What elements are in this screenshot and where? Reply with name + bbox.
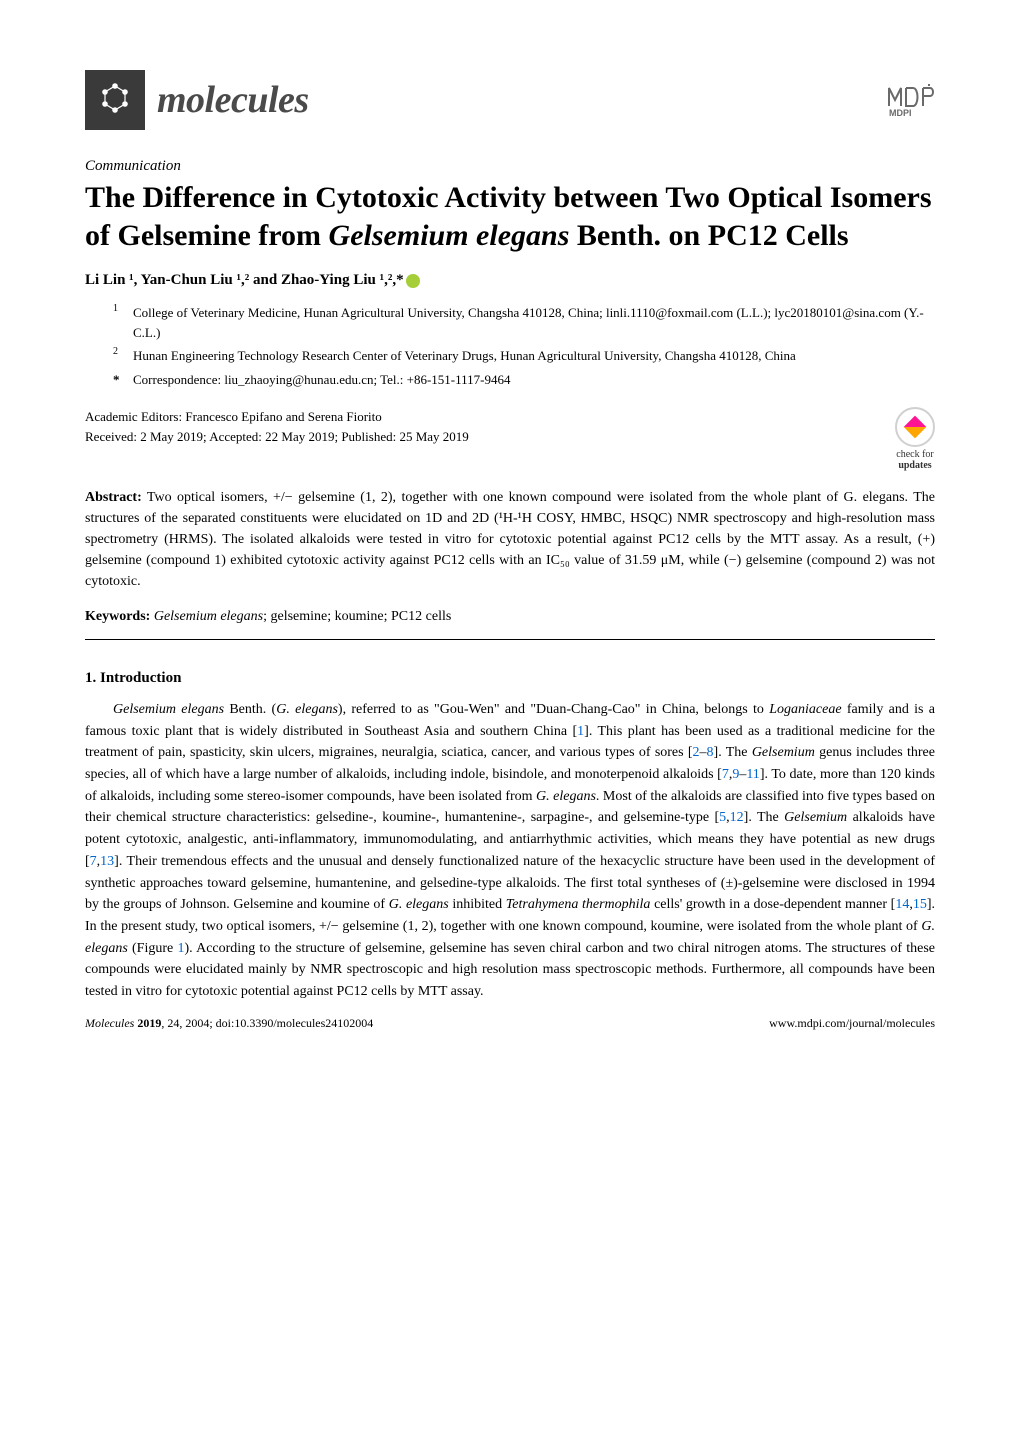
- article-type: Communication: [85, 158, 935, 175]
- citation-ref[interactable]: 15: [913, 897, 927, 912]
- section-1-heading: 1. Introduction: [85, 670, 935, 687]
- footer-left-bold: 2019: [137, 1016, 161, 1030]
- check-updates-l1: check for: [895, 449, 935, 460]
- keywords-label: Keywords:: [85, 609, 150, 624]
- footer-right[interactable]: www.mdpi.com/journal/molecules: [769, 1016, 935, 1031]
- citation-ref[interactable]: 2: [693, 745, 700, 760]
- footer-left: Molecules 2019, 24, 2004; doi:10.3390/mo…: [85, 1016, 373, 1031]
- citation-ref[interactable]: 12: [730, 810, 744, 825]
- aff-text-2: Hunan Engineering Technology Research Ce…: [133, 346, 796, 366]
- footer: Molecules 2019, 24, 2004; doi:10.3390/mo…: [85, 1016, 935, 1031]
- title-part2-italic: Gelsemium elegans: [329, 219, 570, 252]
- abstract: Abstract: Two optical isomers, +/− gelse…: [85, 487, 935, 592]
- authors-text: Li Lin ¹, Yan-Chun Liu ¹,² and Zhao-Ying…: [85, 272, 404, 288]
- authors: Li Lin ¹, Yan-Chun Liu ¹,² and Zhao-Ying…: [85, 272, 935, 289]
- correspondence-star: *: [113, 370, 133, 390]
- editors-dates-row: Academic Editors: Francesco Epifano and …: [85, 407, 935, 471]
- correspondence-text: Correspondence: liu_zhaoying@hunau.edu.c…: [133, 370, 511, 390]
- affiliation-2: 2 Hunan Engineering Technology Research …: [113, 346, 935, 366]
- affiliations: 1 College of Veterinary Medicine, Hunan …: [85, 303, 935, 389]
- citation-ref[interactable]: 14: [895, 897, 909, 912]
- journal-logo-icon: [85, 70, 145, 130]
- affiliation-1: 1 College of Veterinary Medicine, Hunan …: [113, 303, 935, 342]
- citation-ref[interactable]: 13: [100, 854, 114, 869]
- citation-ref[interactable]: 11: [746, 767, 759, 782]
- footer-left-italic: Molecules: [85, 1016, 137, 1030]
- publisher-logo: MDPI: [881, 78, 935, 123]
- footer-left-rest: , 24, 2004; doi:10.3390/molecules2410200…: [161, 1016, 373, 1030]
- check-updates-badge[interactable]: check for updates: [895, 407, 935, 471]
- check-updates-l2: updates: [895, 460, 935, 471]
- svg-text:MDPI: MDPI: [889, 108, 912, 118]
- citation-ref[interactable]: 7: [722, 767, 729, 782]
- keywords-italic: Gelsemium elegans: [150, 609, 263, 624]
- header-row: molecules MDPI: [85, 70, 935, 130]
- article-title: The Difference in Cytotoxic Activity bet…: [85, 179, 935, 254]
- editors: Academic Editors: Francesco Epifano and …: [85, 407, 469, 427]
- aff-text-1: College of Veterinary Medicine, Hunan Ag…: [133, 303, 935, 342]
- dates: Received: 2 May 2019; Accepted: 22 May 2…: [85, 427, 469, 447]
- keywords-rest: ; gelsemine; koumine; PC12 cells: [263, 609, 451, 624]
- correspondence: * Correspondence: liu_zhaoying@hunau.edu…: [113, 370, 935, 390]
- abstract-label: Abstract:: [85, 490, 142, 505]
- separator: [85, 639, 935, 640]
- aff-num-2: 2: [113, 344, 133, 364]
- journal-name: molecules: [157, 78, 309, 122]
- aff-num-1: 1: [113, 301, 133, 340]
- editors-left: Academic Editors: Francesco Epifano and …: [85, 407, 469, 446]
- title-part3: Benth. on PC12 Cells: [569, 219, 848, 252]
- citation-ref[interactable]: 7: [90, 854, 97, 869]
- abstract-text: Two optical isomers, +/− gelsemine (1, 2…: [85, 490, 935, 589]
- section-1-body: Gelsemium elegans Benth. (G. elegans), r…: [85, 699, 935, 1003]
- keywords: Keywords: Gelsemium elegans; gelsemine; …: [85, 606, 935, 627]
- journal-logo-block: molecules: [85, 70, 309, 130]
- citation-ref[interactable]: 8: [707, 745, 714, 760]
- check-updates-icon: [895, 407, 935, 447]
- orcid-icon[interactable]: [406, 274, 420, 288]
